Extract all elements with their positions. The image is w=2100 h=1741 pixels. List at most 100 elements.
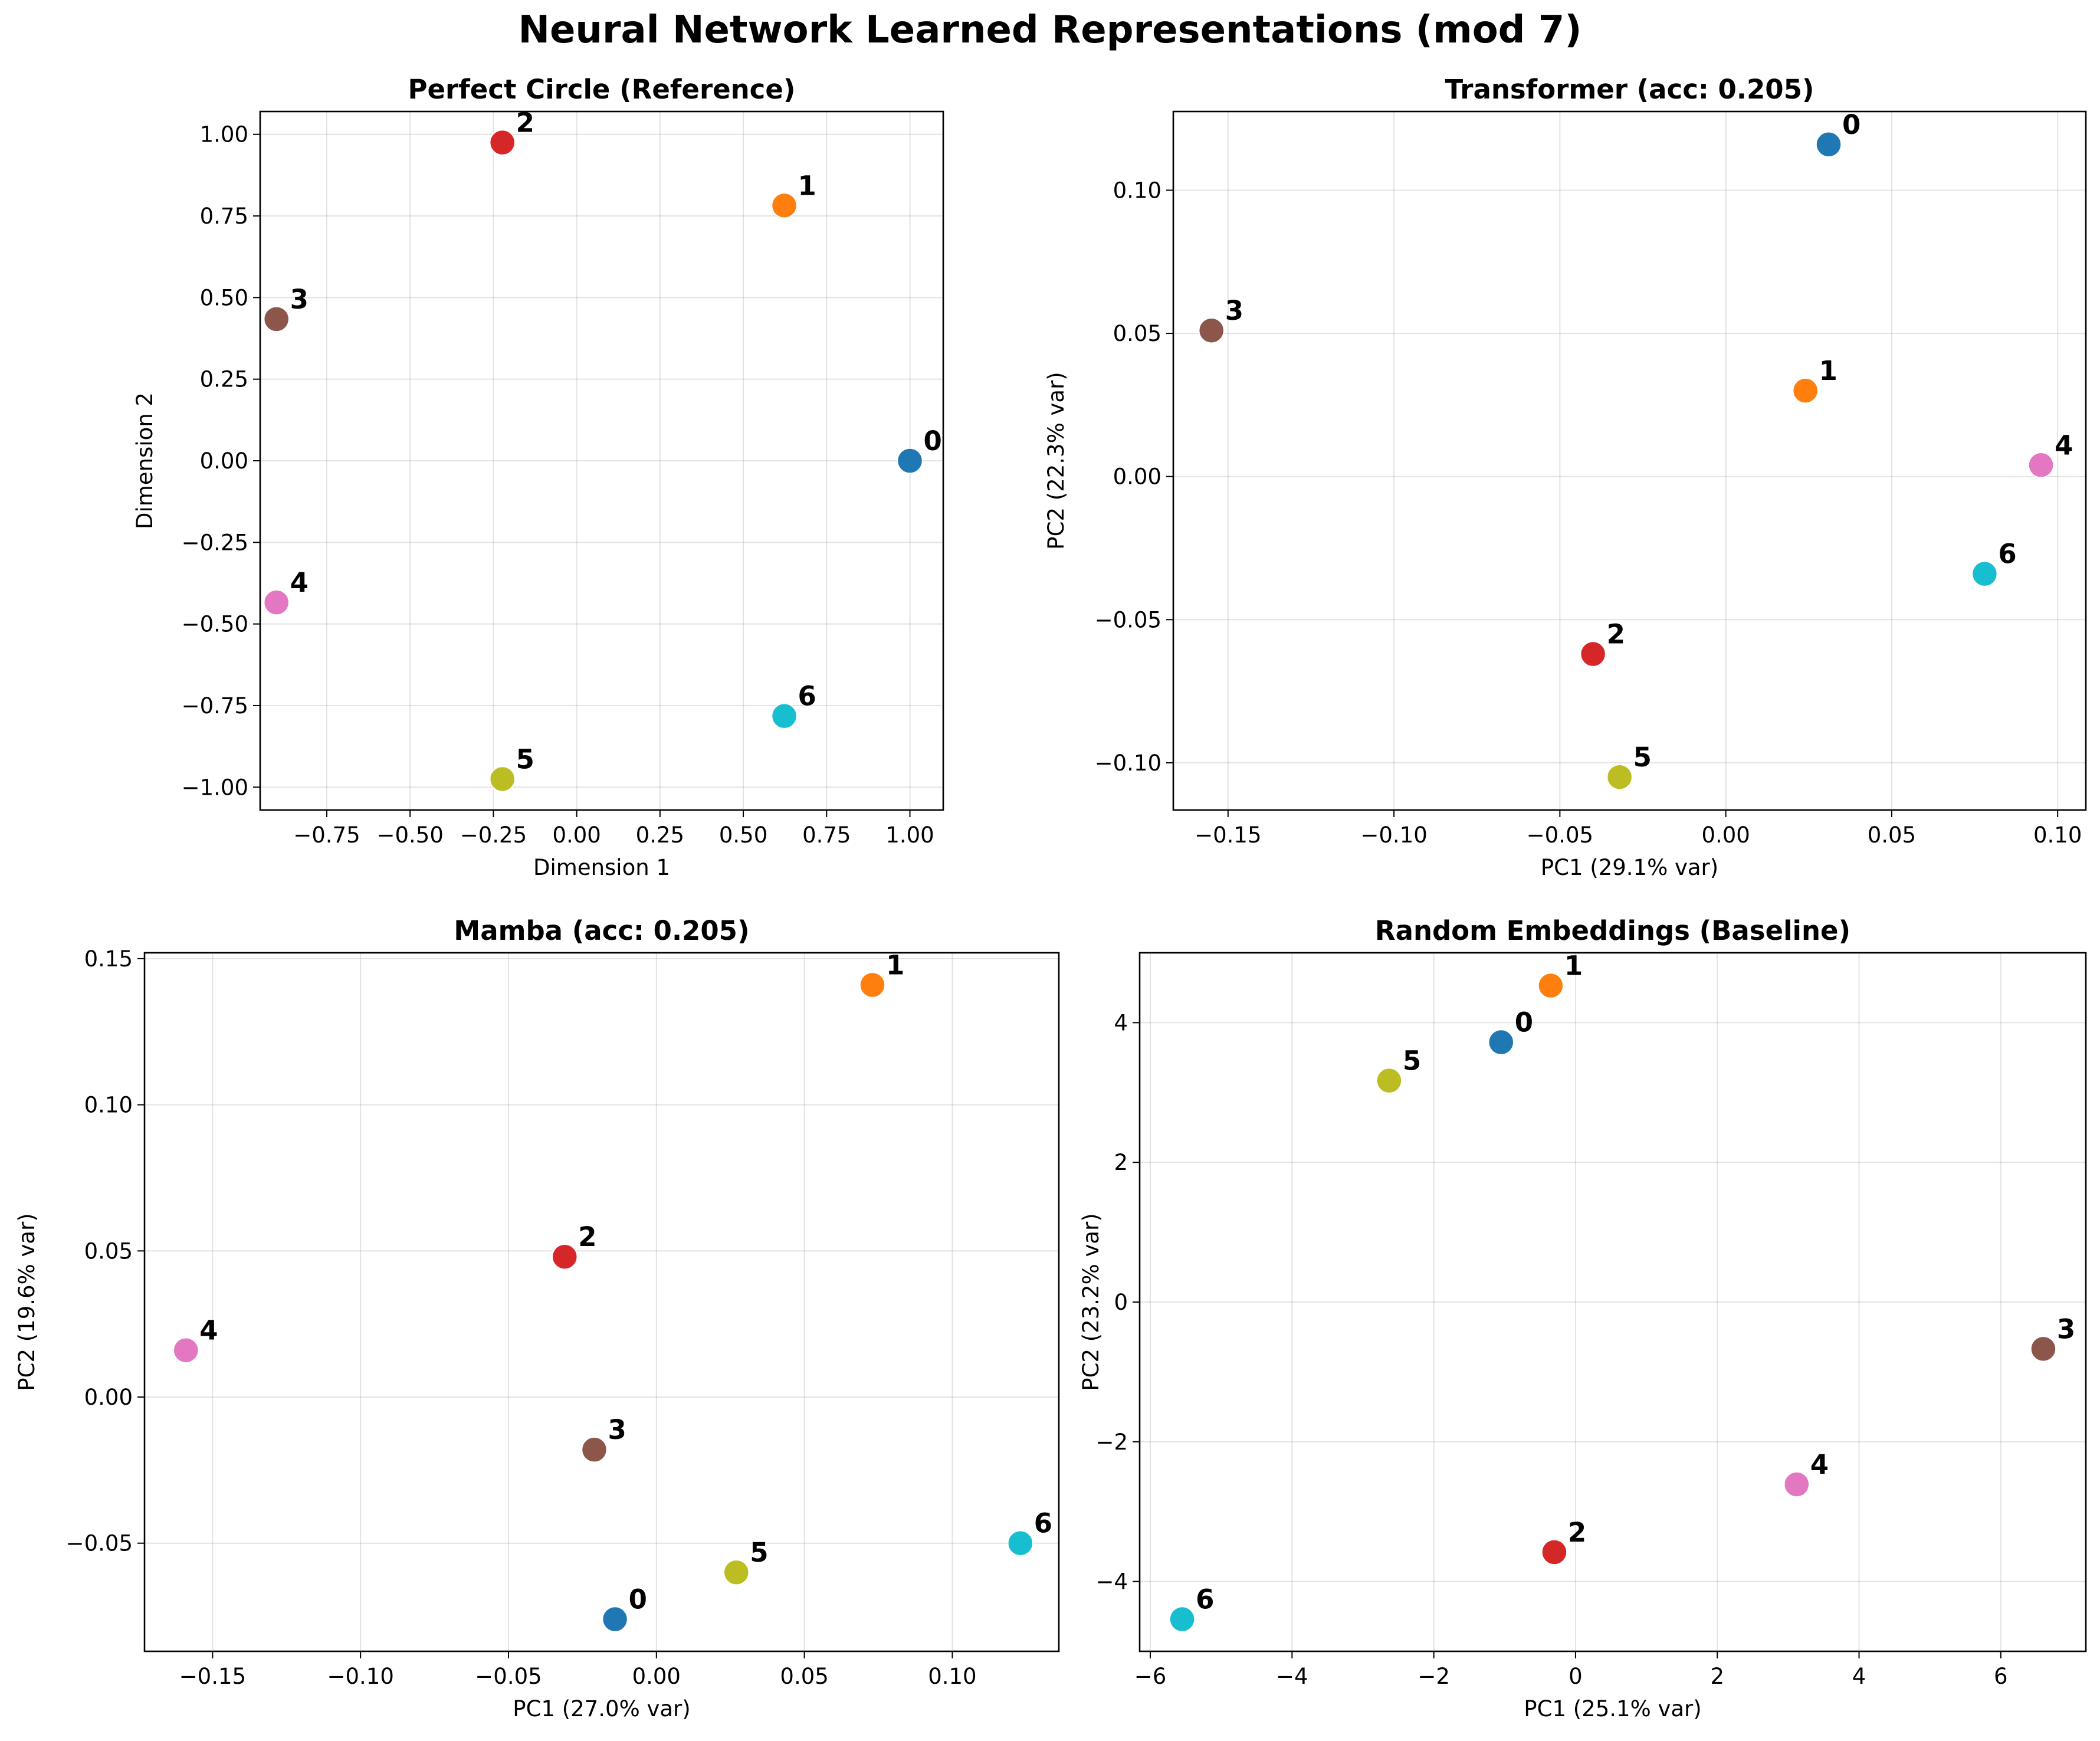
y-tick-label: 0.15 (84, 946, 133, 972)
panel-title: Transformer (acc: 0.205) (1445, 74, 1814, 105)
point-label: 4 (2055, 429, 2073, 461)
point-label: 2 (1607, 619, 1625, 650)
point-label: 4 (1810, 1449, 1829, 1480)
x-tick-label: 4 (1852, 1664, 1866, 1689)
x-tick-label: 0.50 (719, 822, 767, 848)
x-tick-label: −0.75 (293, 822, 360, 848)
y-axis-label: PC2 (23.2% var) (1078, 1213, 1104, 1391)
y-tick-label: 0.10 (84, 1093, 133, 1118)
point-label: 4 (290, 567, 309, 598)
panel-title: Perfect Circle (Reference) (408, 74, 796, 105)
x-tick-label: −0.10 (327, 1664, 393, 1689)
point-label: 0 (1515, 1007, 1533, 1038)
y-tick-label: −0.05 (1095, 607, 1161, 632)
point-label: 5 (516, 743, 534, 775)
y-tick-label: 0.10 (1113, 178, 1161, 203)
plot-frame (1138, 952, 2087, 1653)
scatter-point-5 (1376, 1067, 1402, 1094)
point-label: 5 (1403, 1045, 1421, 1077)
scatter-point-0 (1816, 132, 1842, 158)
panel-title: Random Embeddings (Baseline) (1375, 915, 1850, 946)
y-tick-label: −1.00 (182, 775, 248, 800)
scatter-point-4 (2028, 452, 2054, 478)
point-label: 5 (750, 1537, 768, 1568)
scatter-point-3 (1198, 317, 1225, 343)
scatter-point-3 (263, 306, 290, 332)
scatter-point-6 (1971, 560, 1998, 587)
x-tick-label: −6 (1134, 1664, 1167, 1689)
y-tick-label: −0.50 (182, 612, 248, 637)
point-label: 2 (516, 107, 534, 139)
x-axis-label: PC1 (25.1% var) (1524, 1696, 1701, 1722)
scatter-point-1 (859, 972, 885, 998)
x-axis-label: PC1 (27.0% var) (513, 1696, 690, 1722)
x-tick-label: −0.15 (179, 1664, 246, 1689)
y-tick-label: 0 (1114, 1290, 1128, 1315)
point-label: 0 (924, 425, 942, 457)
x-tick-label: 6 (1994, 1664, 2008, 1689)
x-tick-label: 0.10 (2033, 822, 2082, 848)
scatter-point-6 (1008, 1530, 1033, 1556)
scatter-point-5 (489, 766, 516, 792)
scatter-point-2 (1541, 1539, 1567, 1565)
y-tick-label: 0.00 (84, 1385, 133, 1410)
x-tick-label: 0.75 (802, 822, 851, 848)
chart-panel-1: −0.15 −0.10 −0.05 0.00 0.05 0.10 −0.10 −0.05 0.0… (1044, 74, 2087, 880)
scatter-point-3 (2030, 1336, 2056, 1362)
plot-frame (1172, 110, 2087, 811)
y-tick-label: 0.25 (200, 367, 248, 392)
scatter-point-1 (771, 192, 798, 219)
point-label: 3 (608, 1414, 626, 1445)
x-tick-label: 1.00 (885, 822, 934, 848)
y-axis-label: PC2 (19.6% var) (14, 1213, 40, 1391)
scatter-point-0 (1488, 1029, 1514, 1055)
scatter-point-4 (1784, 1471, 1810, 1497)
x-tick-label: 2 (1710, 1664, 1724, 1689)
x-tick-label: 0.00 (1701, 822, 1750, 848)
scatter-point-5 (723, 1559, 749, 1585)
point-label: 6 (1998, 539, 2016, 570)
point-label: 6 (798, 681, 816, 712)
y-tick-label: 2 (1114, 1150, 1128, 1175)
x-tick-label: −0.05 (475, 1664, 542, 1689)
point-label: 0 (629, 1584, 647, 1615)
chart-panel-2: −0.15 −0.10 −0.05 0.00 0.05 0.10 −0.05 0.00 0.05… (14, 915, 1060, 1722)
point-label: 1 (1819, 355, 1838, 386)
x-tick-label: −0.10 (1360, 822, 1427, 848)
point-label: 3 (2057, 1313, 2075, 1345)
scatter-point-0 (897, 448, 923, 474)
scatter-point-2 (489, 129, 516, 156)
scatter-point-4 (263, 589, 290, 615)
point-label: 6 (1196, 1584, 1214, 1615)
point-label: 3 (290, 284, 309, 315)
x-axis-label: Dimension 1 (533, 855, 670, 880)
point-label: 1 (798, 170, 816, 201)
panel-title: Mamba (acc: 0.205) (454, 915, 749, 946)
y-tick-label: −0.10 (1095, 750, 1161, 776)
x-axis-label: PC1 (29.1% var) (1541, 855, 1718, 880)
point-label: 6 (1034, 1508, 1052, 1539)
y-tick-label: 0.75 (200, 204, 248, 229)
point-label: 5 (1633, 742, 1652, 773)
x-tick-label: 0.00 (552, 822, 601, 848)
x-tick-label: −0.15 (1195, 822, 1261, 848)
point-label: 2 (1568, 1517, 1586, 1548)
scatter-point-1 (1792, 378, 1819, 404)
x-tick-label: 0 (1569, 1664, 1583, 1689)
y-tick-label: −2 (1095, 1429, 1128, 1455)
x-tick-label: −0.05 (1527, 822, 1593, 848)
scatter-point-2 (1580, 641, 1606, 667)
point-label: 0 (1842, 109, 1861, 140)
y-tick-label: −0.05 (66, 1531, 133, 1556)
y-tick-label: 0.00 (200, 448, 248, 474)
y-tick-label: 1.00 (200, 122, 248, 147)
x-tick-label: 0.10 (928, 1664, 976, 1689)
y-tick-label: −0.25 (182, 530, 248, 555)
point-label: 2 (578, 1221, 596, 1253)
y-tick-label: 4 (1114, 1010, 1128, 1035)
scatter-point-2 (552, 1244, 578, 1270)
scatter-point-6 (771, 703, 798, 729)
x-tick-label: 0.25 (636, 822, 684, 848)
scatter-point-5 (1606, 764, 1633, 790)
